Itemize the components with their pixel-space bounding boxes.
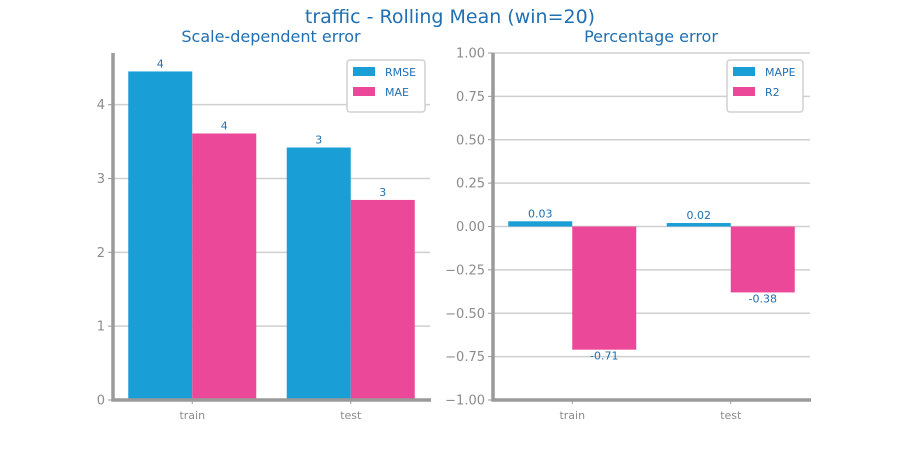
legend-swatch-mape	[733, 67, 755, 76]
legend-swatch-mae	[353, 87, 375, 96]
subplot-title: Scale-dependent error	[181, 27, 361, 46]
legend-label-r2: R2	[765, 86, 780, 99]
y-tick-label: 0	[97, 394, 105, 409]
y-tick-label: 3	[97, 172, 105, 187]
bar-rmse	[128, 71, 193, 400]
y-tick-label: 2	[97, 246, 105, 261]
data-label: 4	[221, 119, 228, 132]
y-tick-label: 1	[97, 320, 105, 335]
y-tick-label: 0.00	[456, 220, 485, 235]
bar-mape	[666, 223, 731, 227]
bar-r2	[730, 226, 795, 293]
data-label: 4	[157, 57, 164, 70]
legend-label-mape: MAPE	[765, 66, 796, 79]
legend-label-rmse: RMSE	[385, 66, 416, 79]
y-tick-label: −0.50	[445, 307, 485, 322]
data-label: -0.71	[590, 350, 618, 363]
bar-rmse	[286, 147, 351, 400]
data-label: -0.38	[749, 292, 777, 305]
y-tick-label: 0.75	[456, 90, 485, 105]
legend-swatch-r2	[733, 87, 755, 96]
subplot-title: Percentage error	[584, 27, 718, 46]
x-tick-label: test	[720, 409, 742, 422]
data-label: 3	[315, 134, 322, 147]
bar-r2	[572, 226, 637, 350]
legend-swatch-rmse	[353, 67, 375, 76]
y-tick-label: 0.25	[456, 177, 485, 192]
legend-label-mae: MAE	[385, 86, 409, 99]
y-tick-label: −0.25	[445, 263, 485, 278]
bar-mape	[508, 221, 573, 227]
x-tick-label: test	[340, 409, 362, 422]
x-tick-label: train	[179, 409, 205, 422]
y-tick-label: 1.00	[456, 47, 485, 62]
y-tick-label: −1.00	[445, 394, 485, 409]
y-tick-label: 4	[97, 98, 105, 113]
y-tick-label: −0.75	[445, 350, 485, 365]
bar-mae	[350, 199, 415, 400]
x-tick-label: train	[559, 409, 585, 422]
y-tick-label: 0.50	[456, 133, 485, 148]
data-label: 3	[379, 186, 386, 199]
data-label: 0.03	[528, 207, 553, 220]
data-label: 0.02	[687, 209, 712, 222]
bar-mae	[192, 133, 257, 400]
figure-title: traffic - Rolling Mean (win=20)	[304, 6, 596, 28]
